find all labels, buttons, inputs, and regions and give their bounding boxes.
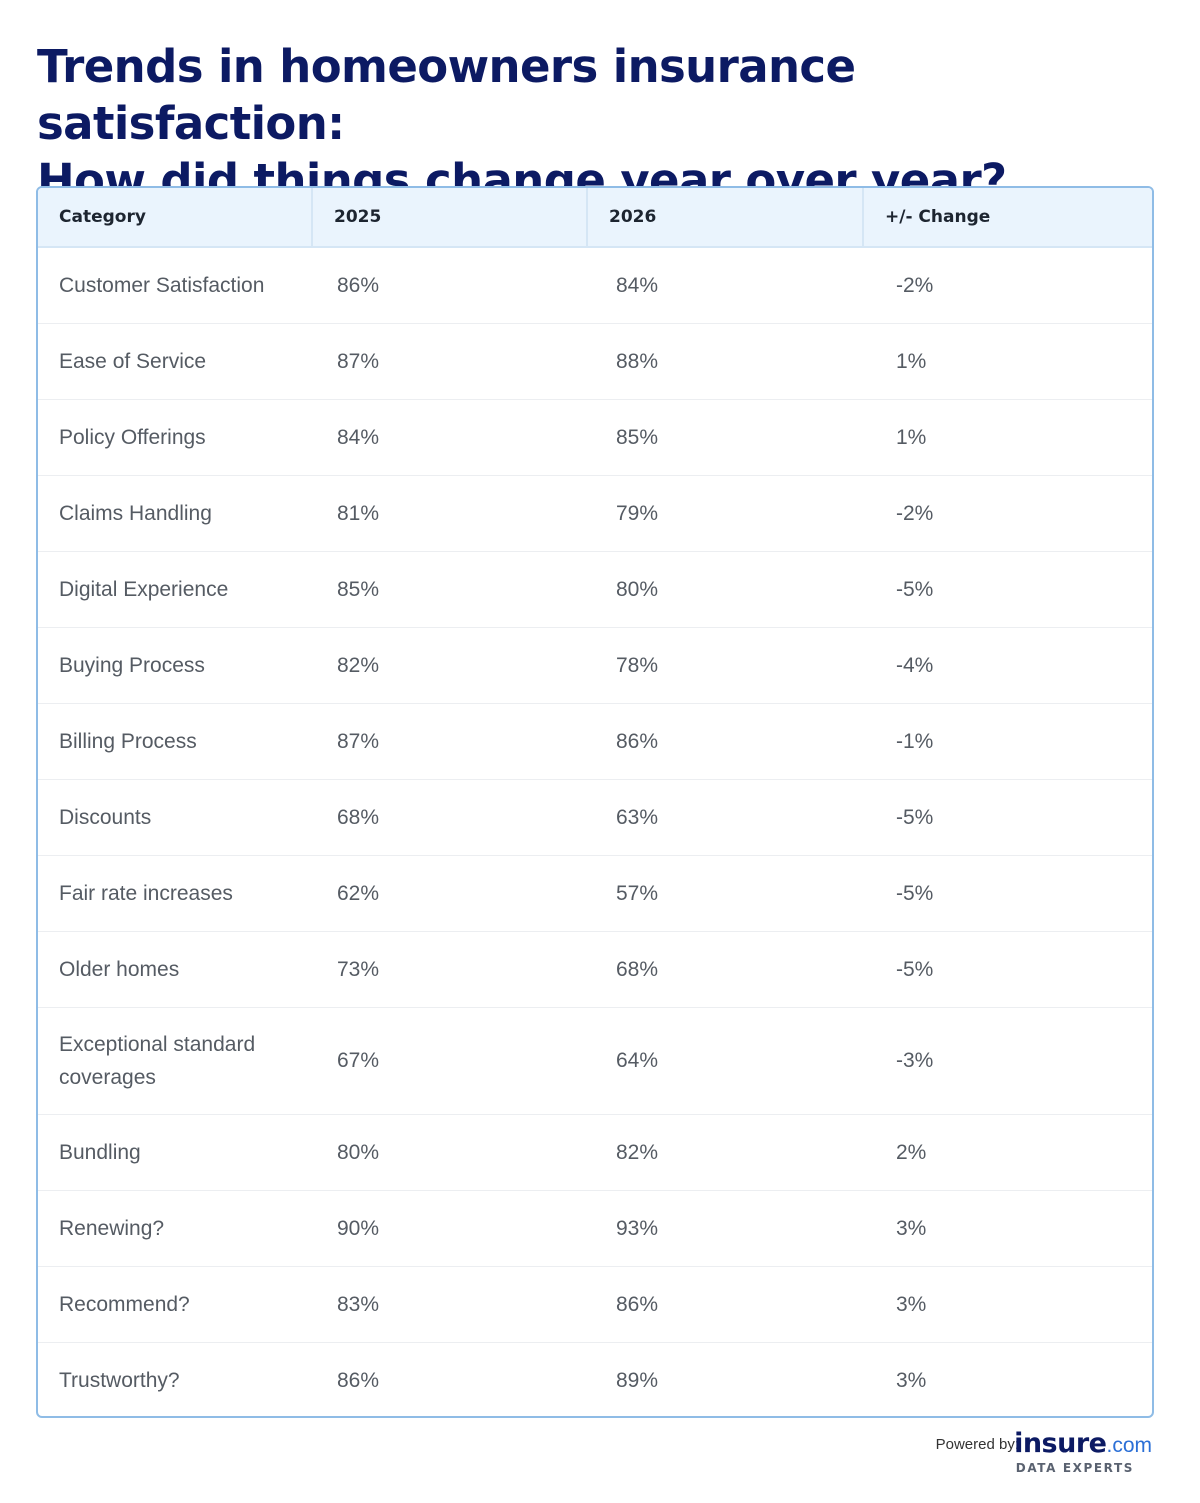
category-cell: Exceptional standard coverages [38, 1007, 312, 1115]
satisfaction-table-card: Category 2025 2026 +/- Change Customer S… [36, 186, 1154, 1418]
value-2025-cell: 87% [312, 703, 587, 780]
value-2025-cell: 86% [337, 1368, 380, 1392]
value-2026-cell: 79% [587, 475, 863, 552]
title-line-1: Trends in homeowners insurance satisfact… [37, 40, 856, 150]
header-2025: 2025 [312, 188, 588, 248]
category-cell: Renewing? [38, 1190, 312, 1267]
table-row: Renewing? 90% 93% 3% [38, 1190, 1152, 1267]
category-cell: Billing Process [38, 703, 312, 780]
change-cell: 1% [863, 399, 1152, 476]
logo-wordmark: insure [1014, 1428, 1107, 1459]
value-2026-cell: 86% [587, 1266, 863, 1343]
change-cell: -5% [863, 855, 1152, 932]
change-cell: 3% [863, 1266, 1152, 1343]
value-2026-cell: 82% [587, 1114, 863, 1191]
category-cell: Ease of Service [38, 323, 312, 400]
change-cell: -1% [863, 703, 1152, 780]
category-cell: Policy Offerings [38, 399, 312, 476]
table-row: Policy Offerings 84% 85% 1% [38, 399, 1152, 476]
change-cell: -2% [863, 247, 1152, 324]
value-2025-cell: 85% [312, 551, 587, 628]
logo-tagline: DATA EXPERTS [1015, 1461, 1134, 1475]
value-2026-cell: 89% [616, 1368, 659, 1392]
table-row: Trustworthy? 86% 89% 3% [38, 1342, 1152, 1416]
value-2026-cell: 88% [587, 323, 863, 400]
category-cell: Bundling [38, 1114, 312, 1191]
category-cell: Digital Experience [38, 551, 312, 628]
change-cell: -5% [863, 551, 1152, 628]
category-cell: Fair rate increases [38, 855, 312, 932]
change-cell: 2% [863, 1114, 1152, 1191]
powered-by-label: Powered by: [935, 1436, 1019, 1453]
value-2026-cell: 80% [587, 551, 863, 628]
table-row: Recommend? 83% 86% 3% [38, 1266, 1152, 1343]
value-2025-cell: 73% [312, 931, 587, 1008]
change-cell: -5% [863, 779, 1152, 856]
category-cell: Older homes [38, 931, 312, 1008]
category-cell: Customer Satisfaction [38, 247, 312, 324]
insure-logo[interactable]: insure.com [1014, 1428, 1152, 1459]
value-2025-cell: 68% [312, 779, 587, 856]
value-2025-cell: 83% [312, 1266, 587, 1343]
change-cell: -3% [863, 1007, 1152, 1115]
change-cell: -5% [863, 931, 1152, 1008]
category-cell: Buying Process [38, 627, 312, 704]
value-2026-cell: 78% [587, 627, 863, 704]
value-2026-cell: 57% [587, 855, 863, 932]
value-2025-cell: 81% [312, 475, 587, 552]
value-2026-cell: 85% [587, 399, 863, 476]
table-row: Claims Handling 81% 79% -2% [38, 475, 1152, 552]
logo-domain: .com [1106, 1434, 1152, 1457]
change-cell: 1% [863, 323, 1152, 400]
value-2025-cell: 67% [312, 1007, 587, 1115]
table-row: Discounts 68% 63% -5% [38, 779, 1152, 856]
value-2025-cell: 84% [312, 399, 587, 476]
table-row: Bundling 80% 82% 2% [38, 1114, 1152, 1191]
value-2025-cell: 86% [312, 247, 587, 324]
value-2025-cell: 87% [312, 323, 587, 400]
table-row: Ease of Service 87% 88% 1% [38, 323, 1152, 400]
header-change: +/- Change [863, 188, 1152, 248]
category-cell: Claims Handling [38, 475, 312, 552]
category-cell: Recommend? [38, 1266, 312, 1343]
powered-by-footer: Powered by: insure.com DATA EXPERTS [832, 1428, 1152, 1483]
table-row: Exceptional standard coverages 67% 64% -… [38, 1007, 1152, 1115]
table-row: Digital Experience 85% 80% -5% [38, 551, 1152, 628]
table-row: Fair rate increases 62% 57% -5% [38, 855, 1152, 932]
table-row: Billing Process 87% 86% -1% [38, 703, 1152, 780]
table-row: Customer Satisfaction 86% 84% -2% [38, 247, 1152, 324]
value-2026-cell: 86% [587, 703, 863, 780]
value-2025-cell: 90% [312, 1190, 587, 1267]
value-2026-cell: 63% [587, 779, 863, 856]
category-cell: Trustworthy? [59, 1368, 180, 1392]
category-cell: Discounts [38, 779, 312, 856]
value-2026-cell: 68% [587, 931, 863, 1008]
value-2025-cell: 82% [312, 627, 587, 704]
value-2026-cell: 64% [587, 1007, 863, 1115]
value-2025-cell: 80% [312, 1114, 587, 1191]
change-cell: 3% [896, 1368, 927, 1392]
header-2026: 2026 [587, 188, 864, 248]
page-title: Trends in homeowners insurance satisfact… [37, 38, 1167, 209]
change-cell: -4% [863, 627, 1152, 704]
table-row: Older homes 73% 68% -5% [38, 931, 1152, 1008]
value-2026-cell: 93% [587, 1190, 863, 1267]
change-cell: 3% [863, 1190, 1152, 1267]
table-header-row: Category 2025 2026 +/- Change [38, 188, 1152, 248]
value-2025-cell: 62% [312, 855, 587, 932]
header-category: Category [38, 188, 313, 248]
value-2026-cell: 84% [587, 247, 863, 324]
satisfaction-table: Category 2025 2026 +/- Change Customer S… [38, 188, 1152, 1416]
table-row: Buying Process 82% 78% -4% [38, 627, 1152, 704]
change-cell: -2% [863, 475, 1152, 552]
